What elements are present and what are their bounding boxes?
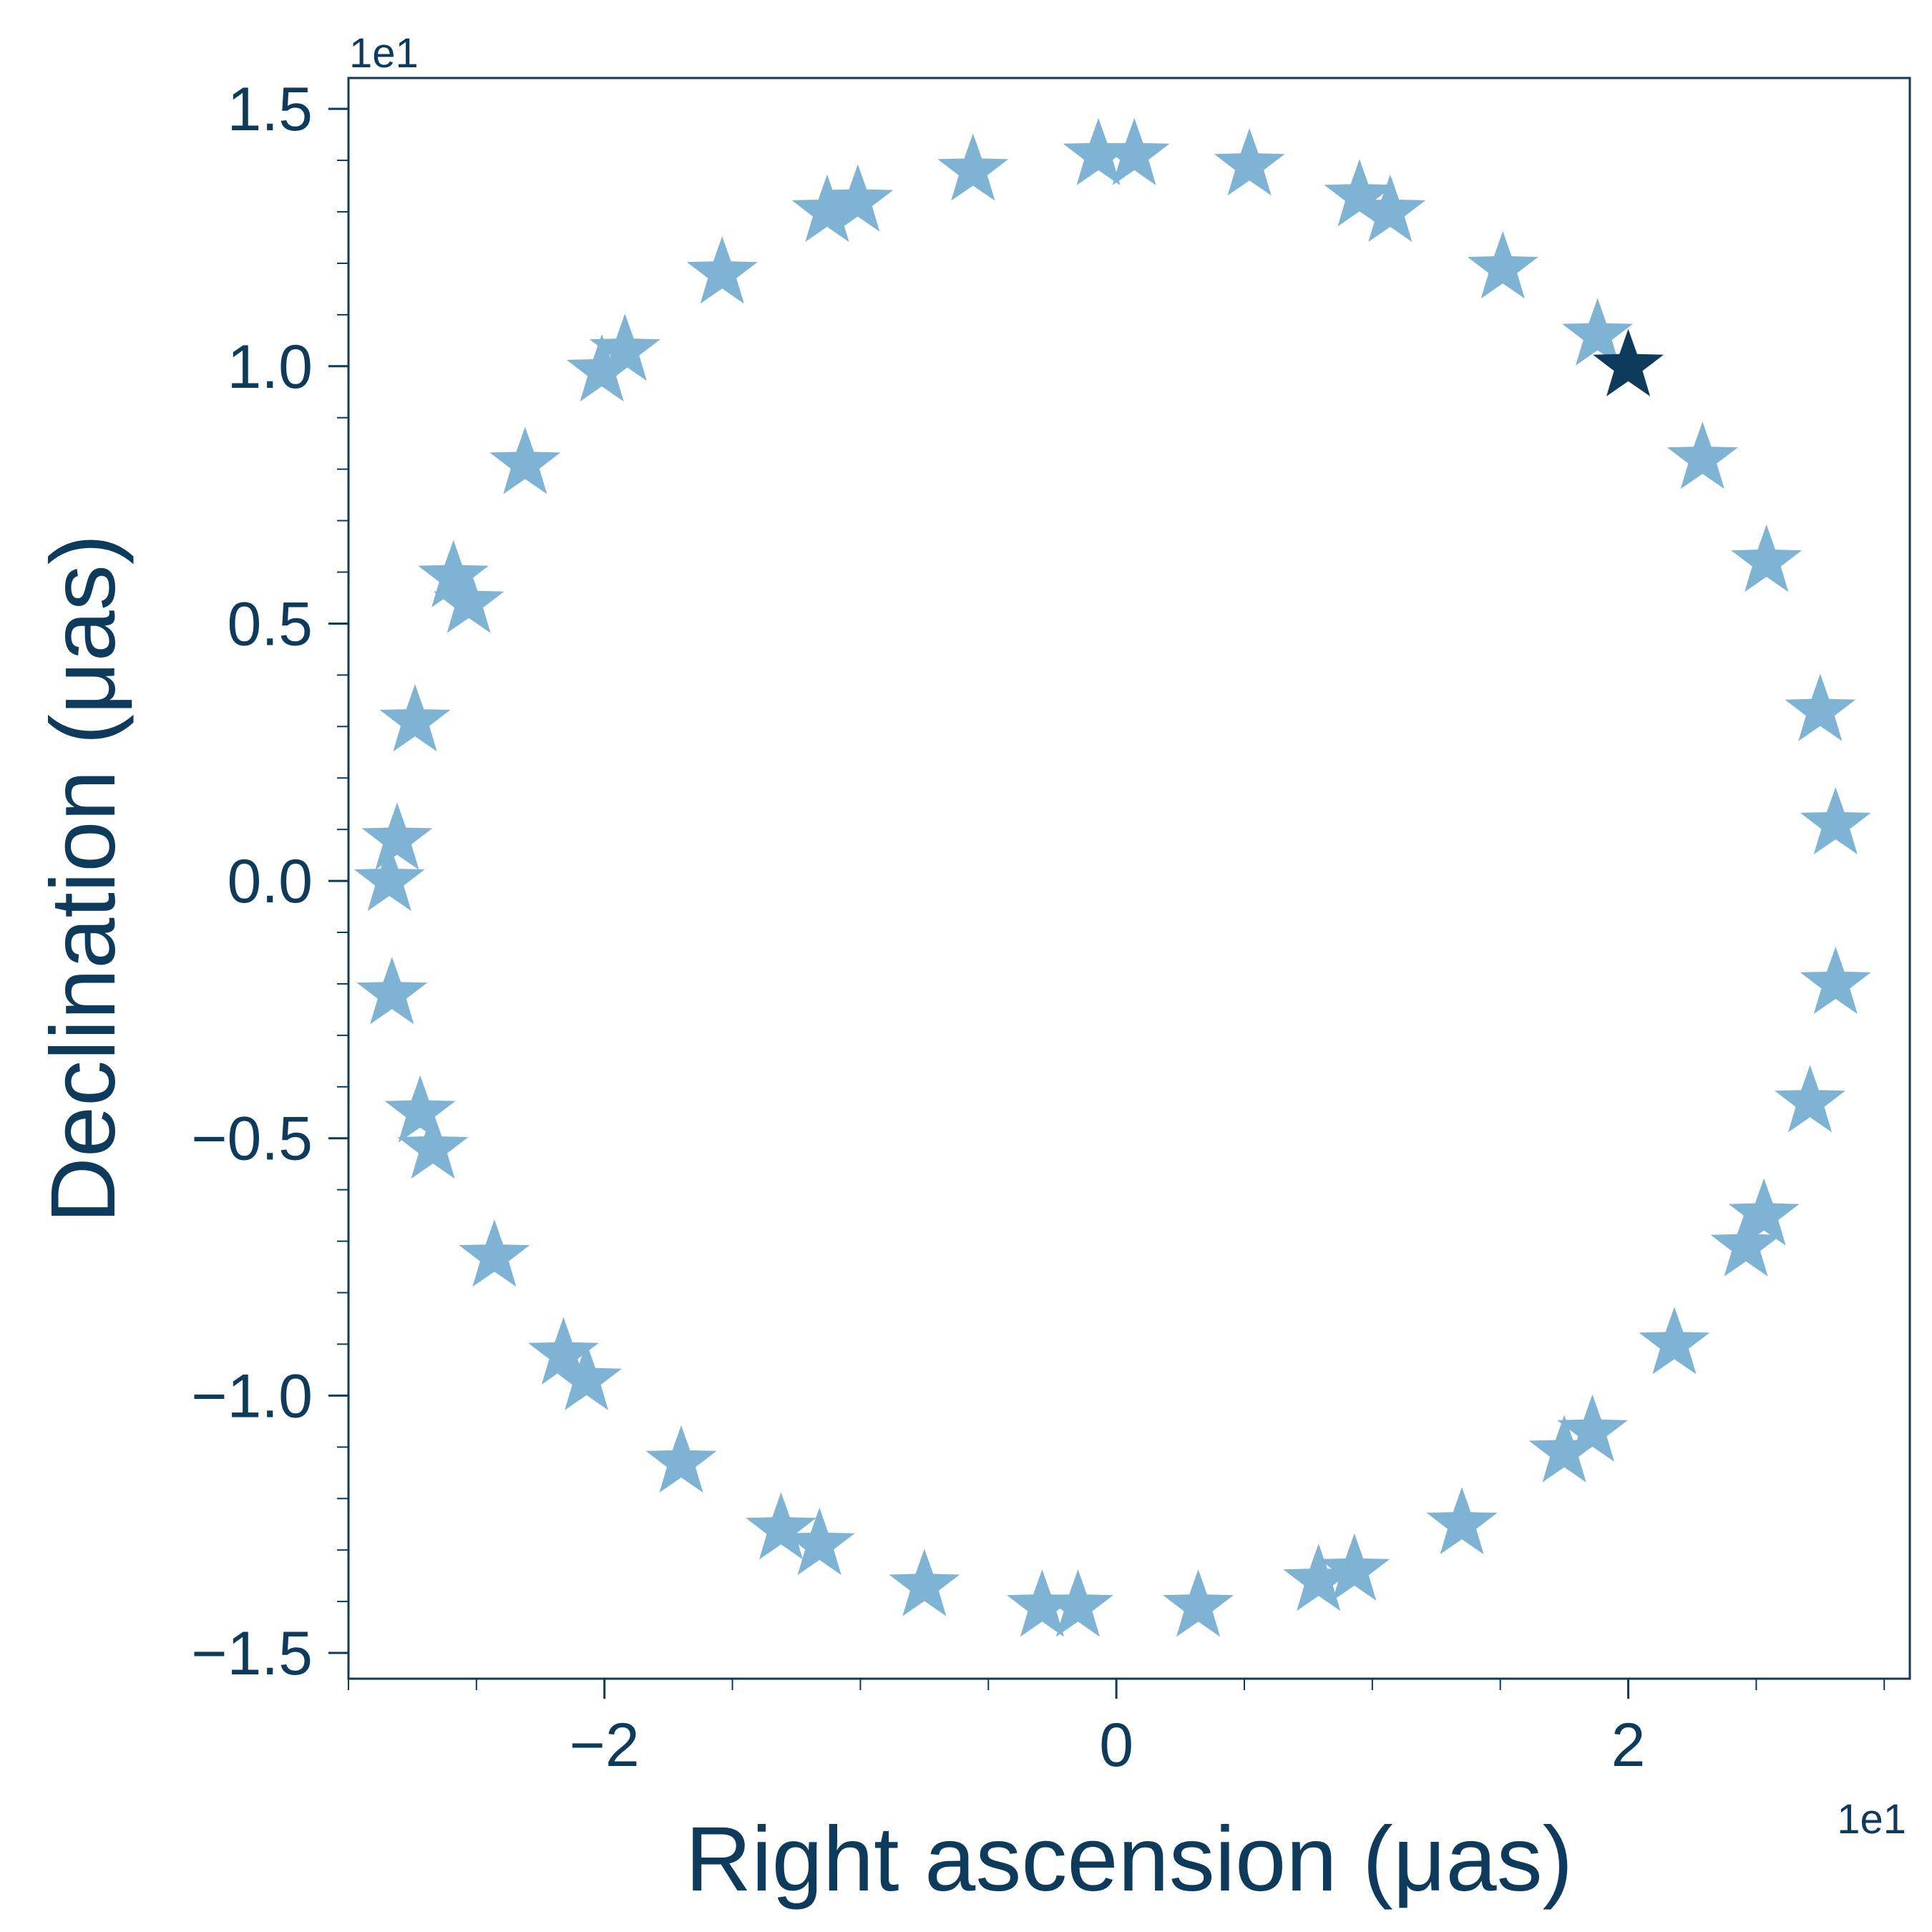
x-axis-ticks: −2 0 2 xyxy=(348,1679,1885,1780)
data-point xyxy=(1557,1394,1628,1462)
y-tick-label: 1.0 xyxy=(227,333,313,401)
y-axis-ticks: 1.5 1.0 0.5 0.0 −0.5 −1.0 −1.5 xyxy=(191,75,348,1688)
data-points xyxy=(353,117,1871,1637)
data-point xyxy=(686,236,758,304)
data-point xyxy=(1006,1569,1078,1637)
data-point xyxy=(459,1219,530,1287)
data-point xyxy=(1562,298,1634,366)
x-axis-offset-label: 1e1 xyxy=(1837,1796,1906,1843)
data-point xyxy=(1800,947,1871,1014)
y-tick-label: 0.5 xyxy=(227,590,313,658)
data-point xyxy=(746,1492,816,1560)
data-point xyxy=(1098,117,1170,185)
data-point xyxy=(361,802,433,870)
data-point xyxy=(1043,1569,1113,1637)
x-tick-label: −2 xyxy=(570,1711,640,1780)
data-point xyxy=(889,1548,960,1616)
data-point xyxy=(397,1111,469,1179)
data-point xyxy=(1283,1543,1355,1611)
data-point xyxy=(566,334,638,402)
data-point xyxy=(1324,159,1395,227)
x-tick-label: 0 xyxy=(1099,1711,1133,1780)
y-tick-label: 0.0 xyxy=(227,847,313,916)
data-point xyxy=(1355,175,1426,243)
data-point xyxy=(822,164,894,232)
data-point xyxy=(379,684,451,752)
data-point xyxy=(1710,1209,1782,1277)
x-tick-label: 2 xyxy=(1611,1711,1646,1780)
data-point xyxy=(784,1508,855,1576)
highlighted-point xyxy=(1593,328,1664,396)
data-point xyxy=(791,175,863,243)
data-point xyxy=(1785,673,1856,741)
data-point xyxy=(1063,117,1134,185)
data-point xyxy=(1728,1178,1800,1246)
y-axis-label: Declination (μas) xyxy=(32,535,135,1224)
data-point xyxy=(433,565,504,633)
data-point xyxy=(1731,525,1802,592)
data-point xyxy=(1639,1307,1710,1375)
data-point xyxy=(489,426,561,494)
data-point xyxy=(418,540,489,608)
data-point xyxy=(1467,231,1538,299)
data-point xyxy=(1426,1487,1498,1555)
y-tick-label: −0.5 xyxy=(191,1105,313,1174)
data-point xyxy=(1775,1065,1845,1133)
data-point xyxy=(384,1075,456,1143)
x-axis-label: Right ascension (μas) xyxy=(686,1808,1574,1911)
data-point xyxy=(528,1317,599,1385)
data-point xyxy=(356,957,428,1025)
y-tick-label: 1.5 xyxy=(227,75,313,144)
y-axis-offset-label: 1e1 xyxy=(349,30,419,77)
data-point xyxy=(1163,1569,1234,1637)
data-point xyxy=(589,313,660,381)
data-point xyxy=(1319,1533,1390,1601)
highlight-data-point xyxy=(1593,328,1664,396)
data-point xyxy=(645,1425,717,1493)
y-tick-label: −1.0 xyxy=(191,1362,313,1430)
data-point xyxy=(1800,787,1871,854)
y-tick-label: −1.5 xyxy=(191,1619,313,1688)
data-point xyxy=(1214,128,1285,196)
data-point xyxy=(551,1342,623,1410)
data-point xyxy=(353,844,425,912)
data-point xyxy=(1667,421,1738,489)
plot-frame xyxy=(347,77,1911,1680)
data-point xyxy=(937,133,1009,201)
data-point xyxy=(1528,1415,1600,1483)
